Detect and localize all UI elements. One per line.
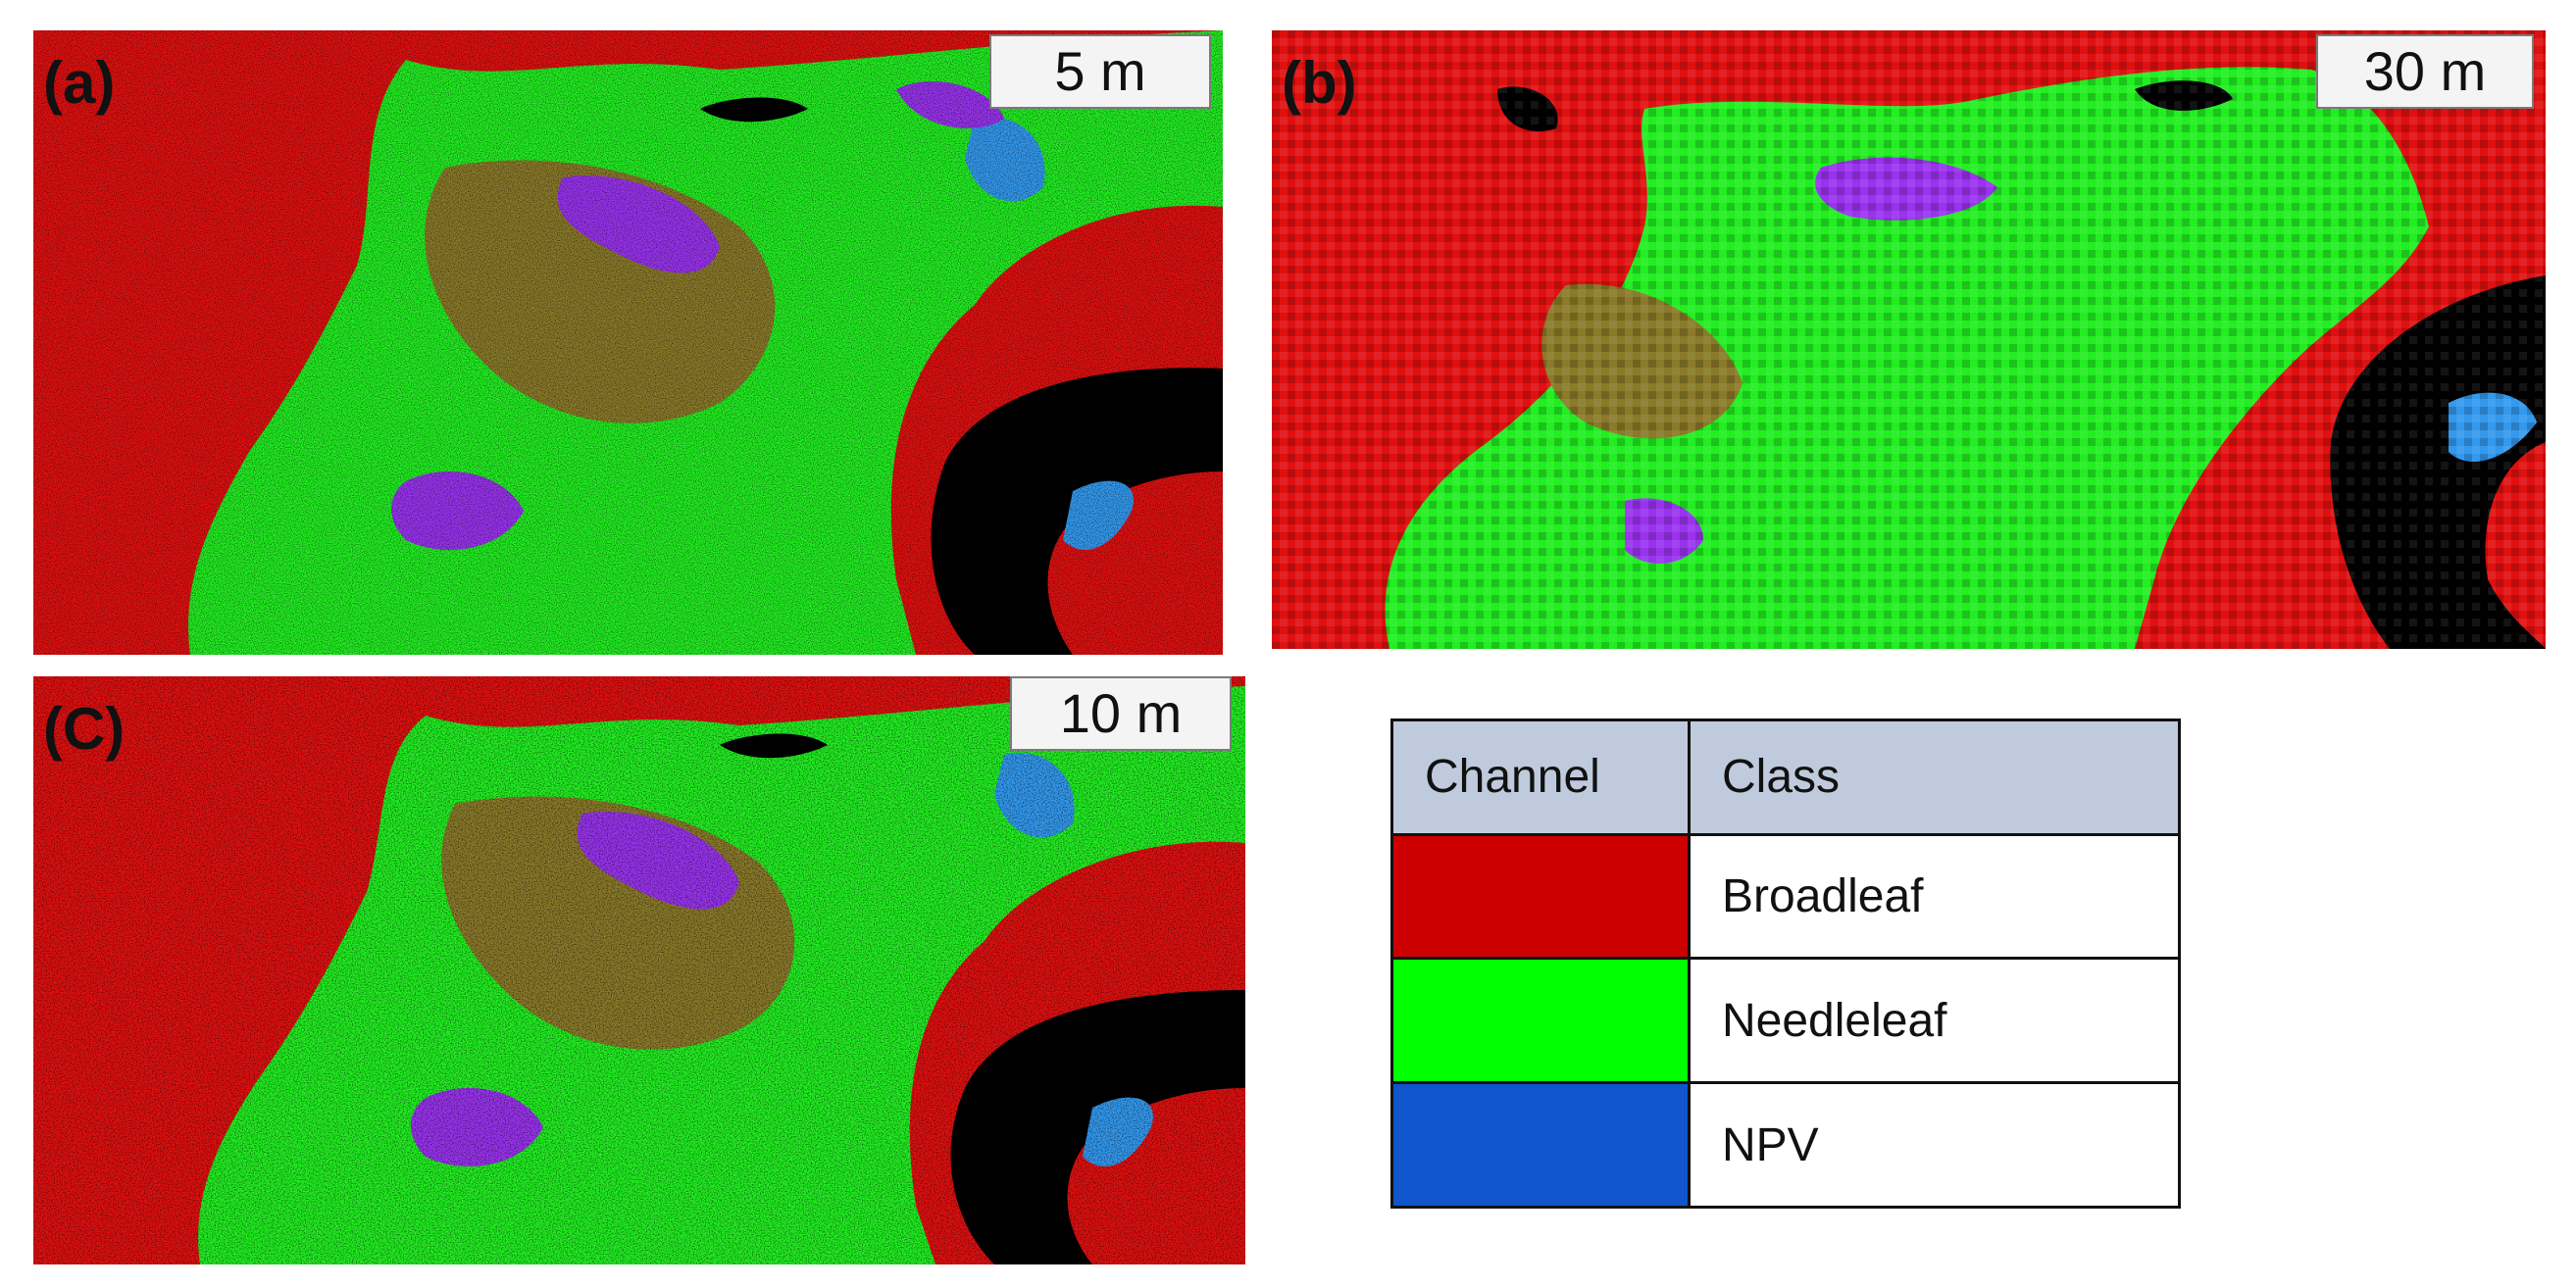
panel-label-c: (C) [43,696,126,762]
legend-swatch-npv [1390,1081,1691,1209]
map-panel-a: (a) 5 m [33,30,1223,655]
legend-table: Channel Class Broadleaf Needleleaf NPV [1390,718,2181,1209]
classification-map-c [33,676,1245,1264]
legend-row: NPV [1390,1081,2181,1209]
classification-map-a [33,30,1223,655]
map-panel-b: (b) 30 m [1272,30,2546,649]
legend-row: Broadleaf [1390,832,2181,961]
legend-header-row: Channel Class [1390,718,2181,836]
panel-label-a: (a) [43,50,116,116]
legend-row: Needleleaf [1390,957,2181,1085]
legend-class-needleleaf: Needleleaf [1688,957,2181,1085]
classification-map-b [1272,30,2546,649]
legend-header-class: Class [1688,718,2181,836]
panel-label-b: (b) [1282,50,1357,116]
scale-label-c: 10 m [1010,676,1232,751]
scale-label-b: 30 m [2316,34,2534,109]
legend-header-channel: Channel [1390,718,1691,836]
legend-class-broadleaf: Broadleaf [1688,832,2181,961]
legend-class-npv: NPV [1688,1081,2181,1209]
scale-label-a: 5 m [989,34,1211,109]
legend-swatch-broadleaf [1390,832,1691,961]
legend-swatch-needleleaf [1390,957,1691,1085]
map-panel-c: (C) 10 m [33,676,1245,1264]
